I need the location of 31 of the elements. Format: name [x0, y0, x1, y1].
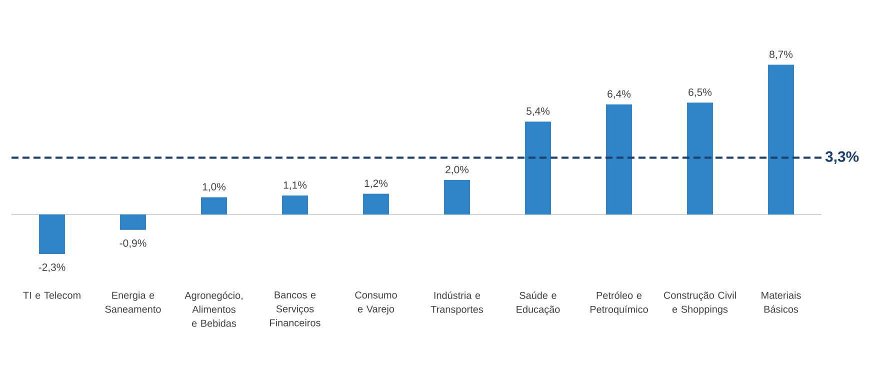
bar: [768, 64, 794, 214]
x-tick-label: Agronegócio, Alimentos e Bebidas: [184, 292, 242, 327]
ref-line-label: 3,3%: [825, 151, 859, 164]
bar: [201, 197, 227, 214]
x-tick-label: Bancos e Serviços Financeiros: [270, 292, 320, 326]
data-label: 1,1%: [284, 181, 307, 190]
x-tick-label: Construção Civil e Shoppings: [664, 292, 736, 315]
x-tick-label: Saúde e Educação: [516, 292, 560, 315]
data-label: 1,0%: [202, 183, 226, 192]
bar: [525, 122, 552, 214]
x-tick-label: Indústria e Transportes: [430, 292, 484, 315]
data-label: 5,4%: [526, 107, 550, 116]
x-tick-label: Consumo e Varejo: [355, 292, 397, 314]
bar: [39, 214, 65, 254]
data-label: 2,0%: [446, 166, 469, 175]
data-label: -2,3%: [38, 264, 66, 272]
bar: [444, 180, 470, 214]
x-tick-label: Materiais Básicos: [762, 292, 801, 313]
bar: [606, 104, 632, 214]
x-tick-label: Energia e Saneamento: [105, 292, 161, 313]
data-label: 6,4%: [608, 90, 631, 99]
data-label: 6,5%: [688, 88, 712, 98]
bar: [120, 214, 146, 230]
data-label: -0,9%: [120, 239, 146, 248]
data-label: 8,7%: [770, 50, 793, 60]
bar: [363, 194, 390, 214]
x-tick-label: TI e Telecom: [23, 292, 80, 299]
x-tick-label: Petróleo e Petroquímico: [590, 292, 648, 315]
bar: [282, 196, 308, 214]
bar: [687, 102, 714, 214]
data-label: 1,2%: [364, 180, 388, 188]
